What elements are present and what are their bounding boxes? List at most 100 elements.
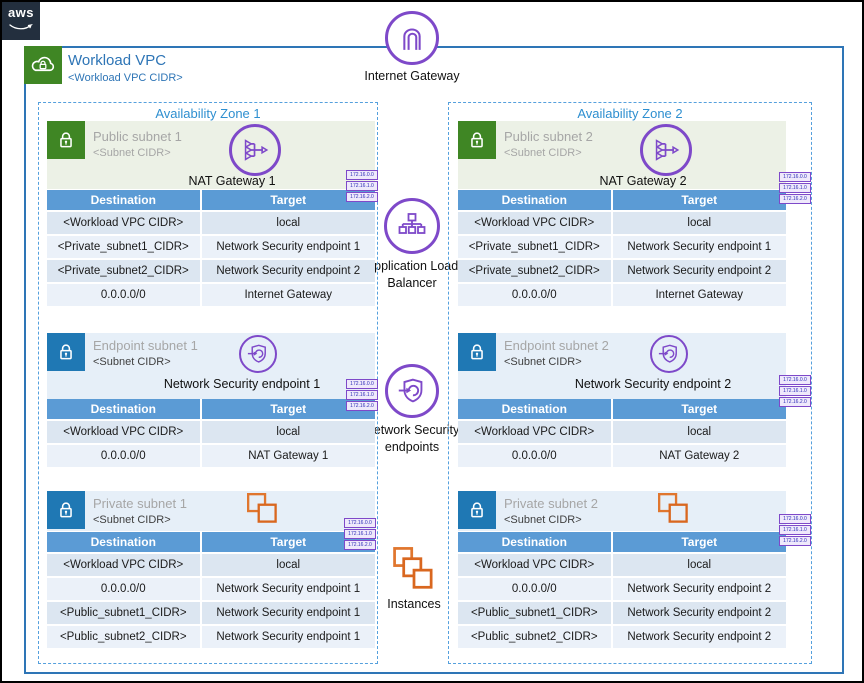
network-security-endpoint-label: Network Security endpoint 1 xyxy=(163,377,321,391)
cidr-badge: 172.16.2.0 xyxy=(779,194,811,204)
route-cell: local xyxy=(201,212,375,234)
instances-label: Instances xyxy=(387,597,441,611)
public-subnet-2: Public subnet 2 <Subnet CIDR> NAT Gatewa… xyxy=(458,121,786,189)
endpoint-subnet-2: Endpoint subnet 2 <Subnet CIDR> Network … xyxy=(458,333,786,399)
availability-zone-2: Availability Zone 2 Public subnet 2 <Sub… xyxy=(448,102,812,664)
route-cell: <Private_subnet2_CIDR> xyxy=(458,260,611,282)
network-security-endpoint-label: Network Security endpoint 2 xyxy=(574,377,732,391)
route-cell: 0.0.0.0/0 xyxy=(47,445,200,467)
route-cell: <Public_subnet1_CIDR> xyxy=(458,602,611,624)
network-security-endpoints-icon xyxy=(385,364,439,418)
public-subnet-1: Public subnet 1 <Subnet CIDR> NAT Gatewa… xyxy=(47,121,375,189)
cidr-badge-stack: 172.16.0.0 172.16.1.0 172.16.2.0 xyxy=(346,379,378,412)
route-cell: Network Security endpoint 2 xyxy=(612,260,786,282)
route-cell: Network Security endpoint 1 xyxy=(201,626,375,648)
az2-label: Availability Zone 2 xyxy=(577,106,683,121)
route-cell: Network Security endpoint 2 xyxy=(612,578,786,600)
route-header: Target xyxy=(201,399,375,419)
subnet-cidr: <Subnet CIDR> xyxy=(504,147,582,159)
route-cell: 0.0.0.0/0 xyxy=(458,578,611,600)
network-security-endpoint-icon xyxy=(650,335,688,373)
route-cell: Network Security endpoint 2 xyxy=(612,602,786,624)
route-header: Target xyxy=(201,532,375,552)
route-header: Destination xyxy=(458,190,611,210)
route-cell: <Private_subnet1_CIDR> xyxy=(47,236,200,258)
private-subnet-2: Private subnet 2 <Subnet CIDR> xyxy=(458,491,786,531)
cidr-badge: 172.16.1.0 xyxy=(346,390,378,400)
private-instances-icon xyxy=(245,492,283,533)
route-header: Destination xyxy=(47,532,200,552)
cidr-badge: 172.16.0.0 xyxy=(346,170,378,180)
cidr-badge: 172.16.1.0 xyxy=(346,181,378,191)
cidr-badge-stack: 172.16.0.0 172.16.1.0 172.16.2.0 xyxy=(346,170,378,203)
vpc-cidr: <Workload VPC CIDR> xyxy=(68,72,183,84)
cidr-badge-stack: 172.16.0.0 172.16.1.0 172.16.2.0 xyxy=(779,375,811,408)
route-cell: Network Security endpoint 1 xyxy=(201,578,375,600)
route-header: Target xyxy=(612,399,786,419)
nat-gateway-icon xyxy=(229,124,281,176)
route-cell: 0.0.0.0/0 xyxy=(47,284,200,306)
vpc-cloud-lock-icon xyxy=(24,46,62,84)
route-cell: Internet Gateway xyxy=(201,284,375,306)
public-subnet-lock-icon xyxy=(47,121,85,159)
public-subnet-lock-icon xyxy=(458,121,496,159)
route-cell: local xyxy=(612,212,786,234)
route-table-endpoint-1: Destination Target <Workload VPC CIDR> l… xyxy=(47,399,375,467)
availability-zone-1: Availability Zone 1 Public subnet 1 <Sub… xyxy=(38,102,378,664)
internet-gateway-label: Internet Gateway xyxy=(364,69,460,83)
route-cell: NAT Gateway 1 xyxy=(201,445,375,467)
internet-gateway-icon xyxy=(385,11,439,65)
route-cell: local xyxy=(612,554,786,576)
subnet-cidr: <Subnet CIDR> xyxy=(504,514,582,526)
cidr-badge: 172.16.0.0 xyxy=(779,514,811,524)
route-cell: <Workload VPC CIDR> xyxy=(458,212,611,234)
aws-logo-text: aws xyxy=(7,4,35,20)
route-cell: Internet Gateway xyxy=(612,284,786,306)
application-load-balancer-icon xyxy=(384,198,440,254)
route-cell: <Public_subnet1_CIDR> xyxy=(47,602,200,624)
network-security-endpoint-icon xyxy=(239,335,277,373)
subnet-cidr: <Subnet CIDR> xyxy=(93,514,171,526)
cidr-badge: 172.16.2.0 xyxy=(779,397,811,407)
route-cell: 0.0.0.0/0 xyxy=(458,445,611,467)
route-cell: NAT Gateway 2 xyxy=(612,445,786,467)
route-header: Target xyxy=(201,190,375,210)
private-subnet-lock-icon xyxy=(47,491,85,529)
instances-icon xyxy=(391,545,437,598)
subnet-name: Private subnet 1 xyxy=(93,496,187,511)
subnet-name: Private subnet 2 xyxy=(504,496,598,511)
subnet-cidr: <Subnet CIDR> xyxy=(93,147,171,159)
endpoint-subnet-1: Endpoint subnet 1 <Subnet CIDR> Network … xyxy=(47,333,375,399)
route-cell: Network Security endpoint 2 xyxy=(612,626,786,648)
cidr-badge-stack: 172.16.0.0 172.16.1.0 172.16.2.0 xyxy=(779,514,811,547)
route-header: Destination xyxy=(47,399,200,419)
subnet-name: Public subnet 2 xyxy=(504,129,593,144)
cidr-badge: 172.16.1.0 xyxy=(779,386,811,396)
route-header: Destination xyxy=(458,399,611,419)
cidr-badge: 172.16.0.0 xyxy=(346,379,378,389)
route-cell: local xyxy=(201,421,375,443)
subnet-name: Public subnet 1 xyxy=(93,129,182,144)
route-table-private-2: Destination Target <Workload VPC CIDR> l… xyxy=(458,532,786,648)
route-cell: local xyxy=(612,421,786,443)
route-cell: <Public_subnet2_CIDR> xyxy=(47,626,200,648)
subnet-name: Endpoint subnet 2 xyxy=(504,338,609,353)
route-cell: Network Security endpoint 2 xyxy=(201,260,375,282)
cidr-badge: 172.16.2.0 xyxy=(779,536,811,546)
nat-gateway-label: NAT Gateway 2 xyxy=(599,174,687,188)
nat-gateway-label: NAT Gateway 1 xyxy=(188,174,276,188)
private-subnet-1: Private subnet 1 <Subnet CIDR> xyxy=(47,491,375,531)
cidr-badge: 172.16.2.0 xyxy=(346,192,378,202)
private-instances-icon xyxy=(656,492,694,533)
route-cell: <Workload VPC CIDR> xyxy=(47,212,200,234)
route-header: Destination xyxy=(47,190,200,210)
route-header: Destination xyxy=(458,532,611,552)
route-cell: Network Security endpoint 1 xyxy=(201,236,375,258)
route-cell: <Public_subnet2_CIDR> xyxy=(458,626,611,648)
subnet-name: Endpoint subnet 1 xyxy=(93,338,198,353)
cidr-badge: 172.16.0.0 xyxy=(779,375,811,385)
cidr-badge: 172.16.0.0 xyxy=(344,518,376,528)
subnet-cidr: <Subnet CIDR> xyxy=(93,356,171,368)
cidr-badge-stack: 172.16.0.0 172.16.1.0 172.16.2.0 xyxy=(779,172,811,205)
